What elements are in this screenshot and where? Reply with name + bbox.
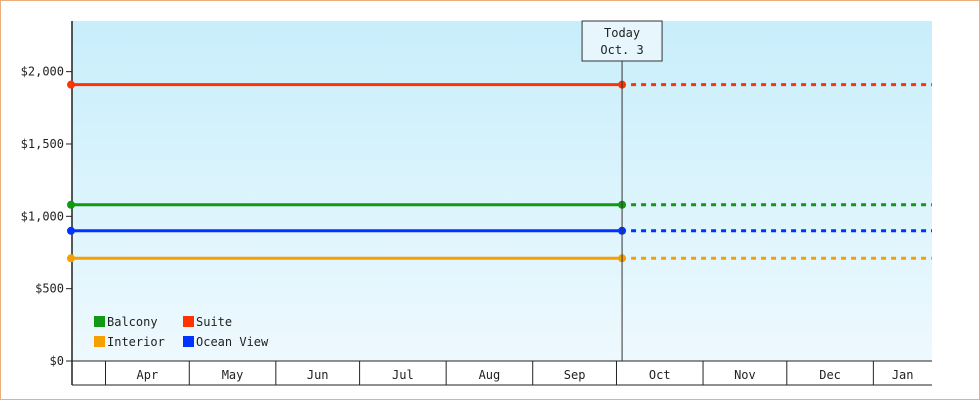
legend-item: Suite [183, 315, 232, 329]
x-tick-label: Sep [564, 368, 586, 382]
x-tick-label: Jul [392, 368, 414, 382]
y-tick-label: $1,500 [21, 137, 64, 151]
series-point [67, 226, 75, 235]
today-date-label: Oct. 3 [600, 43, 643, 57]
legend-swatch [183, 336, 194, 347]
legend-label: Ocean View [196, 335, 269, 349]
legend-item: Interior [94, 335, 165, 349]
x-tick-label: Aug [479, 368, 501, 382]
legend-item: Ocean View [183, 335, 269, 349]
series-point [67, 80, 75, 89]
x-tick-label: Nov [734, 368, 756, 382]
legend-item: Balcony [94, 315, 158, 329]
x-tick-label: Apr [137, 368, 159, 382]
legend-swatch [94, 316, 105, 327]
legend-label: Interior [107, 335, 165, 349]
today-label: Today [604, 26, 640, 40]
y-tick-label: $500 [35, 282, 64, 296]
x-tick-label: May [222, 368, 244, 382]
legend-swatch [94, 336, 105, 347]
x-tick-label: Jan [892, 368, 914, 382]
series-point [67, 200, 75, 209]
x-tick-label: Jun [307, 368, 329, 382]
y-tick-label: $2,000 [21, 65, 64, 79]
legend-label: Suite [196, 315, 232, 329]
y-tick-label: $0 [50, 354, 64, 368]
x-tick-label: Oct [649, 368, 671, 382]
legend-swatch [183, 316, 194, 327]
series-balcony [67, 200, 932, 209]
legend-label: Balcony [107, 315, 158, 329]
series-point [67, 254, 75, 263]
today-marker-box [581, 20, 663, 62]
x-tick-label: Dec [819, 368, 841, 382]
y-tick-label: $1,000 [21, 209, 64, 223]
plot-area [72, 21, 932, 361]
